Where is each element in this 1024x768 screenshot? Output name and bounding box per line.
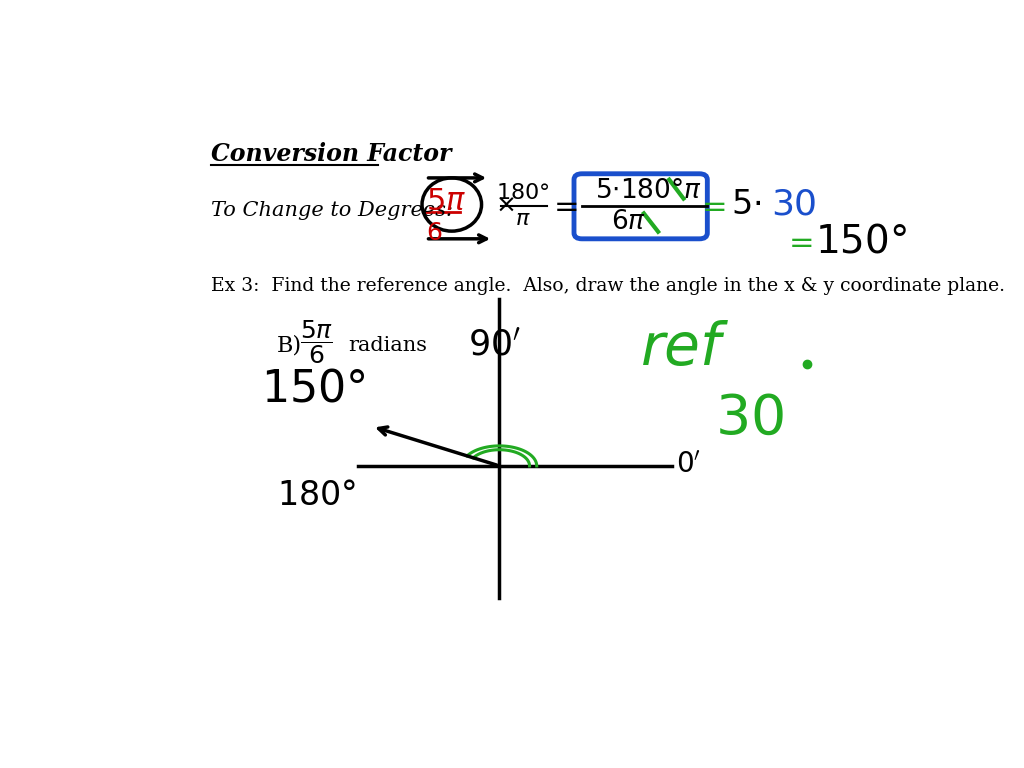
Text: Ex 3:  Find the reference angle.  Also, draw the angle in the x & y coordinate p: Ex 3: Find the reference angle. Also, dr… <box>211 277 1006 295</box>
Text: $=$: $=$ <box>696 191 726 220</box>
Text: $180°$: $180°$ <box>497 182 550 204</box>
Text: Conversion Factor: Conversion Factor <box>211 142 452 166</box>
Text: $=$: $=$ <box>548 191 579 220</box>
Text: $6\pi$: $6\pi$ <box>610 209 645 233</box>
Text: $5\pi$: $5\pi$ <box>426 186 467 217</box>
Text: To Change to Degrees:: To Change to Degrees: <box>211 201 454 220</box>
Text: $150°$: $150°$ <box>815 222 907 260</box>
Text: $\mathit{0'}$: $\mathit{0'}$ <box>676 452 700 478</box>
Text: $30$: $30$ <box>771 187 816 221</box>
Text: $\times$: $\times$ <box>495 193 514 217</box>
Text: $6$: $6$ <box>426 221 442 245</box>
Text: $\pi$: $\pi$ <box>515 207 531 230</box>
Text: $ref$: $ref$ <box>640 321 730 378</box>
Text: $\mathit{180°}$: $\mathit{180°}$ <box>278 479 356 512</box>
Text: $\dfrac{5\pi}{6}$: $\dfrac{5\pi}{6}$ <box>300 318 334 366</box>
Text: $\mathit{150°}$: $\mathit{150°}$ <box>261 368 367 411</box>
Text: radians: radians <box>348 336 428 355</box>
Text: $\mathit{90'}$: $\mathit{90'}$ <box>468 328 521 362</box>
Text: B): B) <box>278 334 302 356</box>
Text: $=$: $=$ <box>783 227 814 256</box>
Text: $30$: $30$ <box>715 391 784 446</box>
Text: $5{\cdot}180°\pi$: $5{\cdot}180°\pi$ <box>595 178 701 204</box>
Text: $5{\cdot}$: $5{\cdot}$ <box>731 188 762 221</box>
